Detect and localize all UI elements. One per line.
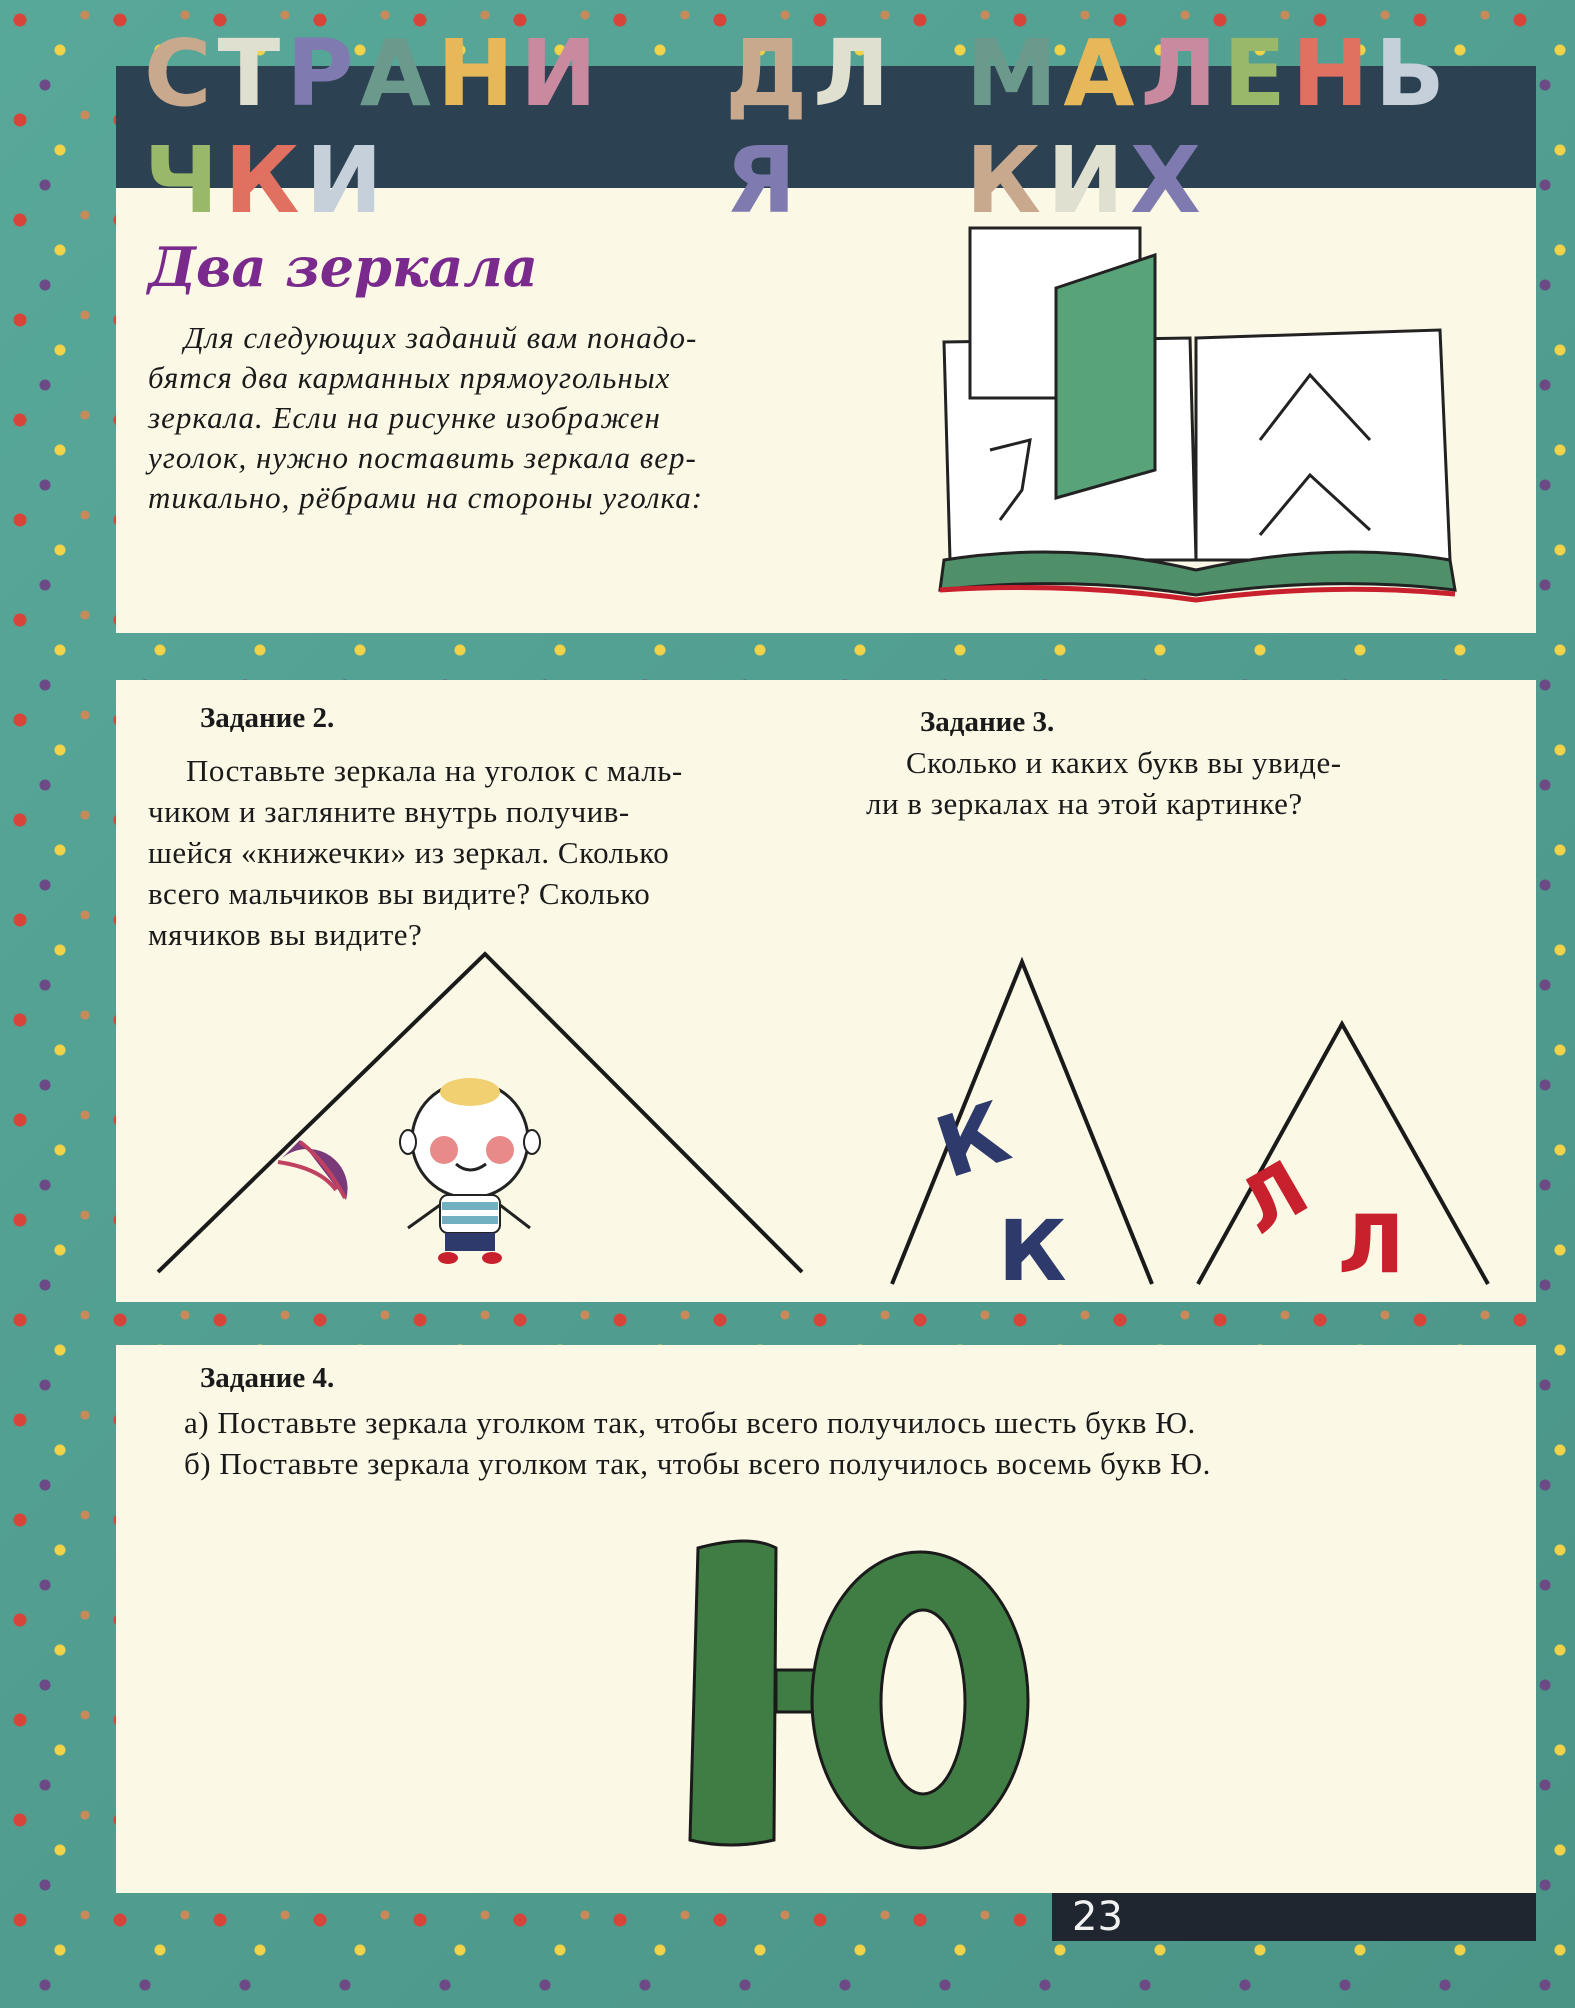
- header-letter: А: [359, 20, 437, 127]
- header-word-1: СТРАНИЧКИ: [144, 20, 669, 234]
- letter-k-1: К: [925, 1083, 1021, 1197]
- header-letter: Р: [286, 20, 360, 127]
- header-letter: Н: [1291, 20, 1375, 127]
- intro-text: Для следующих заданий вам понадо- бятся …: [148, 318, 776, 518]
- header-letter: И: [305, 127, 389, 234]
- letter-l-1: Л: [1224, 1143, 1323, 1252]
- letter-k-2: К: [998, 1202, 1067, 1300]
- header-letter: М: [965, 20, 1064, 127]
- task2-line: чиком и загляните внутрь получив-: [148, 794, 630, 829]
- task4-line: а) Поставьте зеркала уголком так, чтобы …: [184, 1405, 1196, 1440]
- big-yu-letter: Ю: [680, 1529, 1030, 1850]
- header-word-2: ДЛЯ: [725, 20, 910, 234]
- header-letter: Я: [725, 127, 803, 234]
- intro-line: уголок, нужно поставить зеркала вер-: [148, 440, 697, 475]
- task3-line: ли в зеркалах на этой картинке?: [866, 786, 1303, 821]
- task4-text: а) Поставьте зеркала уголком так, чтобы …: [184, 1402, 1464, 1484]
- header-letter: А: [1063, 20, 1141, 127]
- header-letter: Ь: [1374, 20, 1451, 127]
- task2-line: всего мальчиков вы видите? Сколько: [148, 876, 651, 911]
- task3-line: Сколько и каких букв вы увиде-: [906, 745, 1342, 780]
- header-letter: Л: [1140, 20, 1223, 127]
- task2-line: Поставьте зеркала на уголок с маль-: [186, 753, 683, 788]
- boy-triangle-illustration: [156, 951, 804, 1274]
- intro-line: тикально, рёбрами на стороны уголка:: [148, 480, 704, 515]
- header-letter: И: [519, 20, 603, 127]
- book-mirror-illustration: [938, 226, 1457, 603]
- letter-l-2: Л: [1338, 1198, 1404, 1291]
- header-word-3: МАЛЕНЬ КИХ: [966, 20, 1508, 234]
- task2-line: мячиков вы видите?: [148, 917, 423, 952]
- header-letter: К: [965, 127, 1047, 234]
- task4-title: Задание 4.: [200, 1362, 335, 1394]
- task4-line: б) Поставьте зеркала уголком так, чтобы …: [184, 1446, 1211, 1481]
- header-letter: Ч: [144, 127, 225, 234]
- header-letter: Н: [436, 20, 520, 127]
- task3-text: Сколько и каких букв вы увиде- ли в зерк…: [866, 742, 1426, 824]
- section-title: Два зеркала: [148, 235, 538, 299]
- task2-line: шейся «книжечки» из зеркал. Сколько: [148, 835, 670, 870]
- header-letter: Е: [1222, 20, 1292, 127]
- intro-line: бятся два карманных прямоугольных: [148, 360, 671, 395]
- letters-triangles-illustration: К К Л Л: [890, 956, 1490, 1300]
- header-letter: Х: [1129, 127, 1207, 234]
- intro-line: зеркала. Если на рисунке изображен: [148, 400, 661, 435]
- bottom-panel: [116, 1345, 1536, 1893]
- header-letter: К: [224, 127, 306, 234]
- header-letter: С: [144, 20, 218, 127]
- header-letter: Д: [725, 20, 814, 127]
- middle-panel: [116, 680, 1536, 1302]
- page-number: 23: [1052, 1893, 1536, 1941]
- big-yu-label: Ю: [680, 1529, 681, 1531]
- intro-line: Для следующих заданий вам понадо-: [184, 320, 698, 355]
- header-letter: Л: [813, 20, 896, 127]
- task3-title: Задание 3.: [920, 706, 1055, 738]
- task2-text: Поставьте зеркала на уголок с маль- чико…: [148, 750, 776, 955]
- page-header: СТРАНИЧКИ ДЛЯ МАЛЕНЬКИХ: [116, 20, 1536, 234]
- task2-title: Задание 2.: [200, 702, 335, 734]
- header-letter: Т: [217, 20, 287, 127]
- header-letter: И: [1046, 127, 1130, 234]
